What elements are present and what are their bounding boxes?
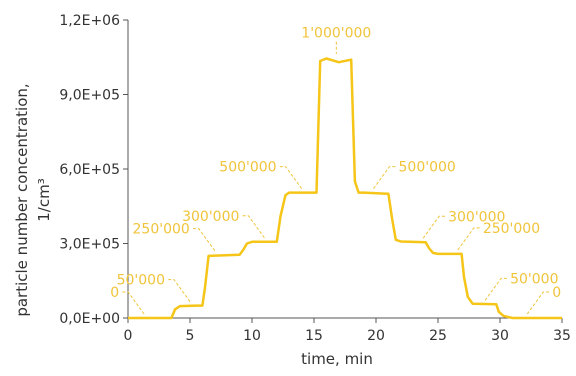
annotation-leader [373, 166, 396, 189]
x-tick-label: 0 [124, 328, 133, 344]
level-annotation: 300'000 [182, 209, 239, 225]
y-tick-label: 0,0E+00 [59, 311, 120, 327]
x-tick-label: 5 [186, 328, 195, 344]
level-annotation: 500'000 [219, 160, 276, 176]
x-axis-label: time, min [301, 350, 373, 368]
x-tick-label: 15 [305, 328, 323, 344]
concentration-series-line [128, 57, 562, 320]
y-tick-label: 6,0E+05 [59, 162, 120, 178]
chart-axes: 0,0E+00 3,0E+05 6,0E+05 9,0E+05 1,2E+06 0 5 10 1… [59, 13, 571, 344]
x-tick-label: 30 [491, 328, 509, 344]
x-tick-label: 10 [243, 328, 261, 344]
annotation-leader [242, 215, 265, 239]
level-annotation: 0 [110, 285, 119, 301]
level-annotation: 250'000 [133, 222, 190, 238]
level-annotation: 1'000'000 [301, 26, 371, 42]
x-tick-label: 35 [553, 328, 571, 344]
annotation-leader [192, 228, 216, 251]
level-annotation: 500'000 [399, 160, 456, 176]
level-annotation: 0 [552, 285, 561, 301]
level-annotation: 50'000 [510, 271, 558, 287]
annotation-leader [457, 227, 480, 251]
annotation-leader [279, 166, 303, 189]
annotation-leader [526, 291, 550, 315]
y-tick-label: 1,2E+06 [59, 13, 120, 29]
y-axis-label-line-2: 1/cm³ [35, 178, 53, 221]
level-annotation: 250'000 [483, 221, 540, 237]
y-axis-label-line-1: particle number concentration, [13, 83, 31, 316]
x-tick-label: 25 [429, 328, 447, 344]
y-tick-label: 3,0E+05 [59, 237, 120, 253]
level-annotation: 50'000 [117, 273, 165, 289]
annotation-leader [484, 277, 508, 301]
level-annotation: 300'000 [448, 209, 505, 225]
chart-series [128, 57, 562, 320]
chart-annotations: 050'000250'000300'000500'0001'000'000500… [110, 26, 561, 315]
x-tick-label: 20 [367, 328, 385, 344]
annotation-leader [122, 291, 145, 315]
y-tick-label: 9,0E+05 [59, 88, 120, 104]
annotation-leader [422, 215, 446, 239]
annotation-leader [168, 279, 191, 302]
